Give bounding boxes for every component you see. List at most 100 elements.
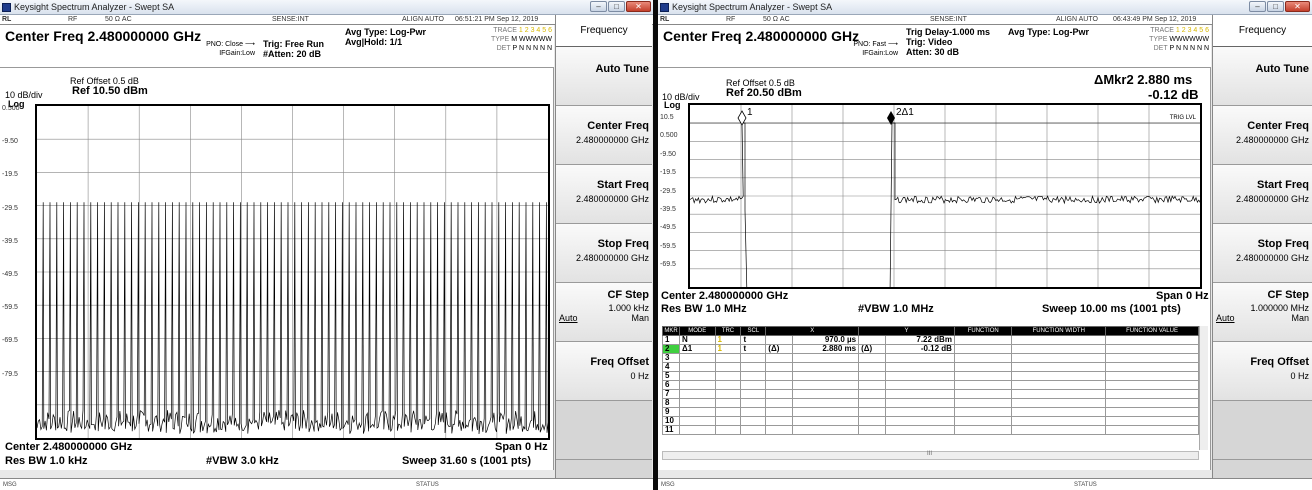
impedance-label: 50 Ω AC — [105, 16, 132, 23]
marker-table-row[interactable]: 3 — [662, 353, 1199, 363]
center-freq-label: Center Freq — [587, 120, 649, 132]
det-label: DET — [496, 45, 511, 52]
marker-table: MKR MODE TRC SCL X Y FUNCTION FUNCTION WIDTH FUN… — [662, 326, 1199, 435]
table-cell — [679, 371, 716, 381]
trace-grid[interactable]: TRIG LVL 1 2Δ1 — [688, 103, 1202, 289]
table-cell — [740, 371, 767, 381]
center-freq-softkey[interactable]: Center Freq 2.480000000 GHz — [556, 106, 652, 165]
center-freq-readout: Center Freq 2.480000000 GHz — [663, 28, 860, 44]
table-cell — [1011, 353, 1107, 363]
marker-table-row[interactable]: 2 Δ1 1 t (Δ) 2.880 ms (Δ) -0.12 dB — [662, 344, 1199, 354]
table-cell — [765, 416, 794, 426]
start-freq-softkey[interactable]: Start Freq 2.480000000 GHz — [556, 165, 652, 224]
settings-header: Center Freq 2.480000000 GHz PNO: Close ⟶… — [0, 25, 554, 68]
cf-step-man: Man — [631, 313, 649, 323]
table-cell — [1011, 389, 1107, 399]
table-cell — [1105, 398, 1199, 408]
center-freq-softkey[interactable]: Center Freq 2.480000000 GHz — [1213, 106, 1312, 165]
table-vscrollbar[interactable] — [1199, 326, 1208, 450]
table-cell — [1105, 416, 1199, 426]
table-cell — [792, 398, 860, 408]
table-cell — [765, 380, 794, 390]
auto-tune-softkey[interactable]: Auto Tune — [556, 47, 652, 106]
msg-label: MSG — [661, 482, 675, 488]
pno-label: PNO: Fast ⟶ — [853, 41, 898, 48]
stop-freq-softkey[interactable]: Stop Freq 2.480000000 GHz — [1213, 224, 1312, 283]
table-cell — [858, 407, 887, 417]
table-cell — [1011, 335, 1107, 345]
trace-label: TRACE — [493, 27, 517, 34]
marker-table-row[interactable]: 4 — [662, 362, 1199, 372]
close-button[interactable]: ✕ — [626, 1, 651, 12]
cf-step-label: CF Step — [1267, 289, 1309, 301]
table-cell — [740, 425, 767, 435]
marker-table-row[interactable]: 10 — [662, 416, 1199, 426]
table-cell — [1105, 425, 1199, 435]
table-cell — [679, 398, 716, 408]
stop-freq-value: 2.480000000 GHz — [1235, 253, 1309, 263]
status-strip: RL RF 50 Ω AC SENSE:INT ALIGN AUTO 06:51… — [0, 15, 653, 25]
marker-table-row[interactable]: 11 — [662, 425, 1199, 435]
stop-freq-label: Stop Freq — [1257, 238, 1309, 250]
right-analyzer-window: Keysight Spectrum Analyzer - Swept SA – … — [658, 0, 1312, 490]
scale-label: 10 dB/div — [5, 90, 43, 100]
auto-tune-softkey[interactable]: Auto Tune — [1213, 47, 1312, 106]
display-area: Ref Offset 0.5 dB 10 dB/div Ref 10.50 dB… — [0, 68, 554, 470]
table-cell — [1011, 371, 1107, 381]
table-hscrollbar[interactable]: III — [662, 451, 1199, 460]
left-analyzer-window: Keysight Spectrum Analyzer - Swept SA – … — [0, 0, 653, 490]
table-cell — [1011, 425, 1107, 435]
cf-step-softkey[interactable]: CF Step 1.000000 MHz Auto Man — [1213, 283, 1312, 342]
ifgain-label: IFGain:Low — [219, 50, 255, 57]
empty-softkey — [556, 401, 652, 460]
close-button[interactable]: ✕ — [1285, 1, 1310, 12]
vbw-label: #VBW 3.0 kHz — [206, 455, 279, 467]
marker-table-row[interactable]: 7 — [662, 389, 1199, 399]
avg-type-label: Avg Type: Log-Pwr — [345, 27, 426, 37]
msg-label: MSG — [3, 482, 17, 488]
stop-freq-softkey[interactable]: Stop Freq 2.480000000 GHz — [556, 224, 652, 283]
minimize-button[interactable]: – — [1249, 1, 1266, 12]
freq-offset-softkey[interactable]: Freq Offset 0 Hz — [1213, 342, 1312, 401]
cf-step-man: Man — [1291, 313, 1309, 323]
table-cell — [740, 398, 767, 408]
y-axis-tick-label: 10.5 — [660, 114, 674, 121]
res-bw-label: Res BW 1.0 MHz — [661, 303, 747, 315]
hscroll-thumb[interactable]: III — [927, 451, 933, 457]
table-cell — [792, 425, 860, 435]
det-values: P N N N N N — [512, 45, 552, 52]
table-cell: (Δ) — [765, 344, 794, 354]
trig-level-label: TRIG LVL — [1170, 115, 1197, 121]
marker-table-row[interactable]: 5 — [662, 371, 1199, 381]
table-cell — [740, 353, 767, 363]
empty-softkey — [1213, 401, 1312, 460]
cf-step-softkey[interactable]: CF Step 1.000 kHz Auto Man — [556, 283, 652, 342]
ref-level-label: Ref 20.50 dBm — [726, 87, 802, 99]
trig-delay-label: Trig Delay-1.000 ms — [906, 27, 991, 37]
marker-2-label: 2Δ1 — [896, 107, 914, 118]
start-freq-value: 2.480000000 GHz — [1235, 194, 1309, 204]
type-label: TYPE — [1149, 36, 1168, 43]
center-bottom-label: Center 2.480000000 GHz — [5, 441, 133, 453]
maximize-button[interactable]: □ — [1267, 1, 1284, 12]
trig-label: Trig: Free Run — [263, 39, 325, 49]
marker-table-row[interactable]: 8 — [662, 398, 1199, 408]
table-cell — [953, 335, 1013, 345]
freq-offset-value: 0 Hz — [630, 371, 649, 381]
freq-offset-softkey[interactable]: Freq Offset 0 Hz — [556, 342, 652, 401]
table-cell — [1105, 335, 1199, 345]
frequency-softkey-panel: Frequency Auto Tune Center Freq 2.4800000… — [555, 15, 652, 480]
table-cell — [858, 380, 887, 390]
start-freq-softkey[interactable]: Start Freq 2.480000000 GHz — [1213, 165, 1312, 224]
maximize-button[interactable]: □ — [608, 1, 625, 12]
table-cell — [858, 371, 887, 381]
minimize-button[interactable]: – — [590, 1, 607, 12]
table-cell — [1011, 380, 1107, 390]
table-cell — [885, 353, 955, 363]
marker-table-row[interactable]: 6 — [662, 380, 1199, 390]
table-cell — [885, 389, 955, 399]
trace-grid[interactable] — [35, 104, 550, 440]
window-title: Keysight Spectrum Analyzer - Swept SA — [14, 2, 175, 12]
marker-table-row[interactable]: 9 — [662, 407, 1199, 417]
table-cell — [679, 389, 716, 399]
